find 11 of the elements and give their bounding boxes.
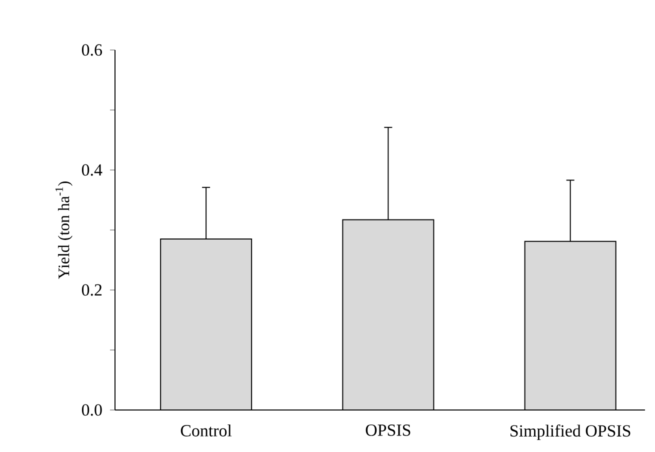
x-tick-label: OPSIS bbox=[366, 424, 410, 436]
y-tick-label: 0.0 bbox=[82, 404, 102, 416]
y-tick-label: 0.4 bbox=[82, 164, 102, 176]
bar bbox=[342, 220, 434, 410]
x-tick-label: Control bbox=[180, 424, 232, 436]
bar bbox=[160, 239, 252, 410]
y-tick-label: 0.2 bbox=[82, 284, 102, 296]
bar bbox=[524, 240, 616, 410]
x-tick-label: Simplified OPSIS bbox=[510, 424, 630, 440]
y-tick-label: 0.6 bbox=[82, 44, 102, 56]
y-axis-title: Yield (ton ha$^{-1}$) bbox=[55, 182, 72, 279]
